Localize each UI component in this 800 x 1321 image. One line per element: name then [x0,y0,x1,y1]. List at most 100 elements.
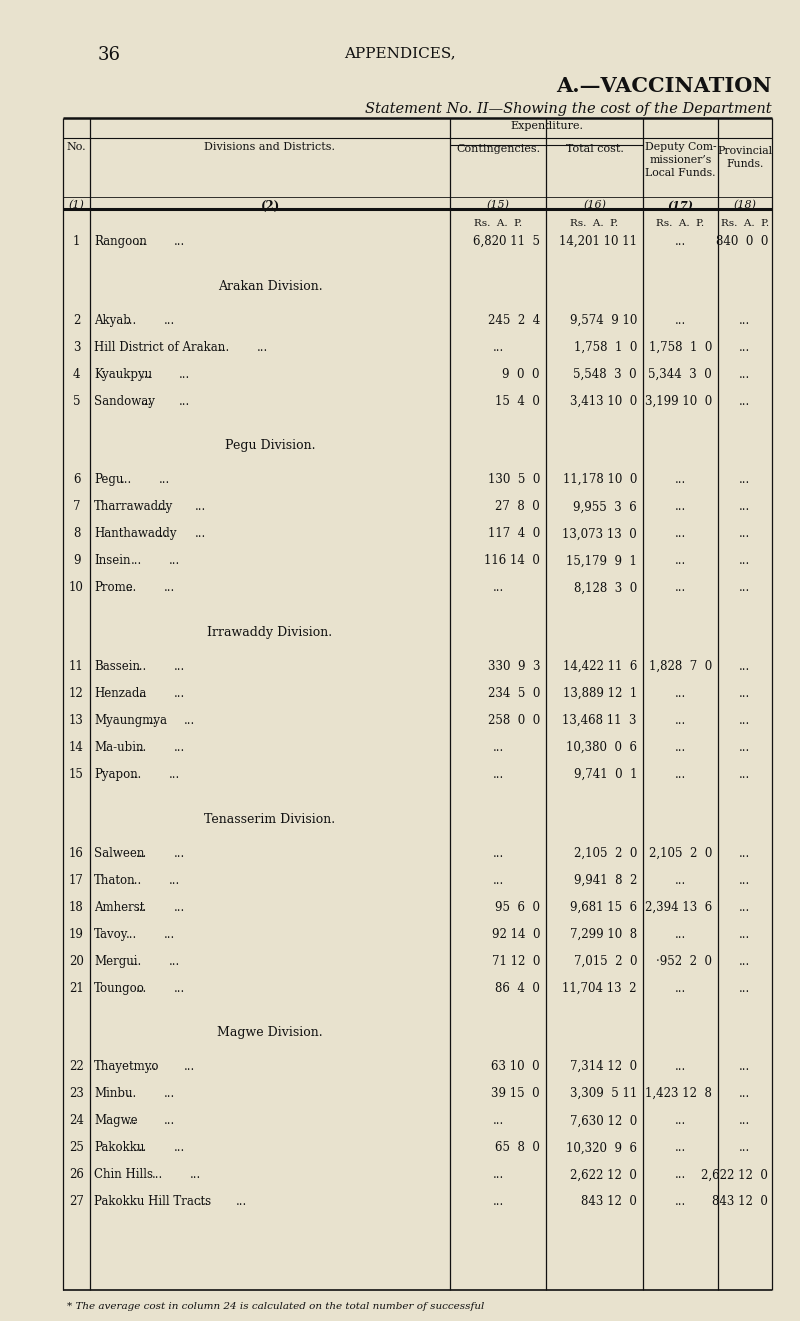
Text: ...: ... [739,1141,750,1155]
Text: ...: ... [739,847,750,860]
Text: 22: 22 [69,1061,84,1073]
Text: ...: ... [174,847,186,860]
Text: ...: ... [739,660,750,672]
Text: ...: ... [179,395,190,408]
Text: 18: 18 [69,901,84,914]
Text: ...: ... [739,927,750,941]
Text: ...: ... [141,395,153,408]
Text: Bassein: Bassein [94,660,140,672]
Text: 840  0  0: 840 0 0 [716,235,768,248]
Text: 8,128  3  0: 8,128 3 0 [574,581,637,594]
Text: 3: 3 [73,341,80,354]
Text: 5: 5 [73,395,80,408]
Text: ...: ... [739,901,750,914]
Text: 63 10  0: 63 10 0 [491,1061,540,1073]
Text: 1,423 12  8: 1,423 12 8 [645,1087,712,1100]
Text: ...: ... [675,927,686,941]
Text: 9,574  9 10: 9,574 9 10 [570,313,637,326]
Text: ...: ... [739,341,750,354]
Text: 9,941  8  2: 9,941 8 2 [574,873,637,886]
Text: ...: ... [151,1168,162,1181]
Text: Thaton: Thaton [94,873,136,886]
Text: ...: ... [492,1168,504,1181]
Text: ...: ... [174,235,186,248]
Text: ...: ... [136,235,147,248]
Text: ...: ... [675,741,686,754]
Text: ...: ... [141,367,153,380]
Text: ...: ... [739,527,750,540]
Text: 4: 4 [73,367,80,380]
Text: ...: ... [169,955,180,967]
Text: 15: 15 [69,768,84,781]
Text: 2,622 12  0: 2,622 12 0 [701,1168,768,1181]
Text: ...: ... [174,741,186,754]
Text: ...: ... [675,713,686,727]
Text: Hanthawaddy: Hanthawaddy [94,527,177,540]
Text: Rangoon: Rangoon [94,235,147,248]
Text: ...: ... [492,847,504,860]
Text: ...: ... [492,1196,504,1209]
Text: 2: 2 [73,313,80,326]
Text: ...: ... [739,982,750,995]
Text: ...: ... [739,768,750,781]
Text: ...: ... [675,1141,686,1155]
Text: Chin Hills: Chin Hills [94,1168,153,1181]
Text: 65  8  0: 65 8 0 [495,1141,540,1155]
Text: Rs.  A.  P.: Rs. A. P. [474,219,522,229]
Text: 7: 7 [73,501,80,514]
Text: Tenasserim Division.: Tenasserim Division. [205,812,335,826]
Text: ...: ... [492,581,504,594]
Text: 25: 25 [69,1141,84,1155]
Text: ...: ... [675,555,686,567]
Text: ...: ... [146,1061,158,1073]
Text: ...: ... [739,687,750,700]
Text: ...: ... [136,660,147,672]
Text: Expenditure.: Expenditure. [510,122,583,131]
Text: ...: ... [739,473,750,486]
Text: Akyab: Akyab [94,313,131,326]
Text: 117  4  0: 117 4 0 [488,527,540,540]
Text: (15): (15) [486,199,510,210]
Text: 2,622 12  0: 2,622 12 0 [570,1168,637,1181]
Text: 7,299 10  8: 7,299 10 8 [570,927,637,941]
Text: Pyapon: Pyapon [94,768,138,781]
Text: 10: 10 [69,581,84,594]
Text: ...: ... [174,1141,186,1155]
Text: 24: 24 [69,1115,84,1127]
Text: ...: ... [174,687,186,700]
Text: Minbu: Minbu [94,1087,133,1100]
Text: 9,741  0  1: 9,741 0 1 [574,768,637,781]
Text: ...: ... [136,1141,147,1155]
Text: 7,314 12  0: 7,314 12 0 [570,1061,637,1073]
Text: ...: ... [164,927,175,941]
Text: ...: ... [164,1087,175,1100]
Text: 26: 26 [69,1168,84,1181]
Text: APPENDICES,: APPENDICES, [344,46,456,59]
Text: 843 12  0: 843 12 0 [712,1196,768,1209]
Text: ...: ... [131,768,142,781]
Text: ...: ... [739,395,750,408]
Text: 14: 14 [69,741,84,754]
Text: 9: 9 [73,555,80,567]
Text: 13: 13 [69,713,84,727]
Text: (18): (18) [734,199,757,210]
Text: ...: ... [492,341,504,354]
Text: Tharrawaddy: Tharrawaddy [94,501,174,514]
Text: ...: ... [675,581,686,594]
Text: * The average cost in column 24 is calculated on the total number of successful: * The average cost in column 24 is calcu… [67,1303,484,1310]
Text: ...: ... [179,367,190,380]
Text: 71 12  0: 71 12 0 [492,955,540,967]
Text: ...: ... [174,982,186,995]
Text: Pegu: Pegu [94,473,123,486]
Text: 3,199 10  0: 3,199 10 0 [645,395,712,408]
Text: 7,630 12  0: 7,630 12 0 [570,1115,637,1127]
Text: Magwe Division.: Magwe Division. [217,1026,323,1040]
Text: Divisions and Districts.: Divisions and Districts. [205,141,335,152]
Text: 21: 21 [69,982,84,995]
Text: ...: ... [675,1196,686,1209]
Text: Ma-ubin: Ma-ubin [94,741,143,754]
Text: 23: 23 [69,1087,84,1100]
Text: ...: ... [675,235,686,248]
Text: 27: 27 [69,1196,84,1209]
Text: Thayetmyo: Thayetmyo [94,1061,159,1073]
